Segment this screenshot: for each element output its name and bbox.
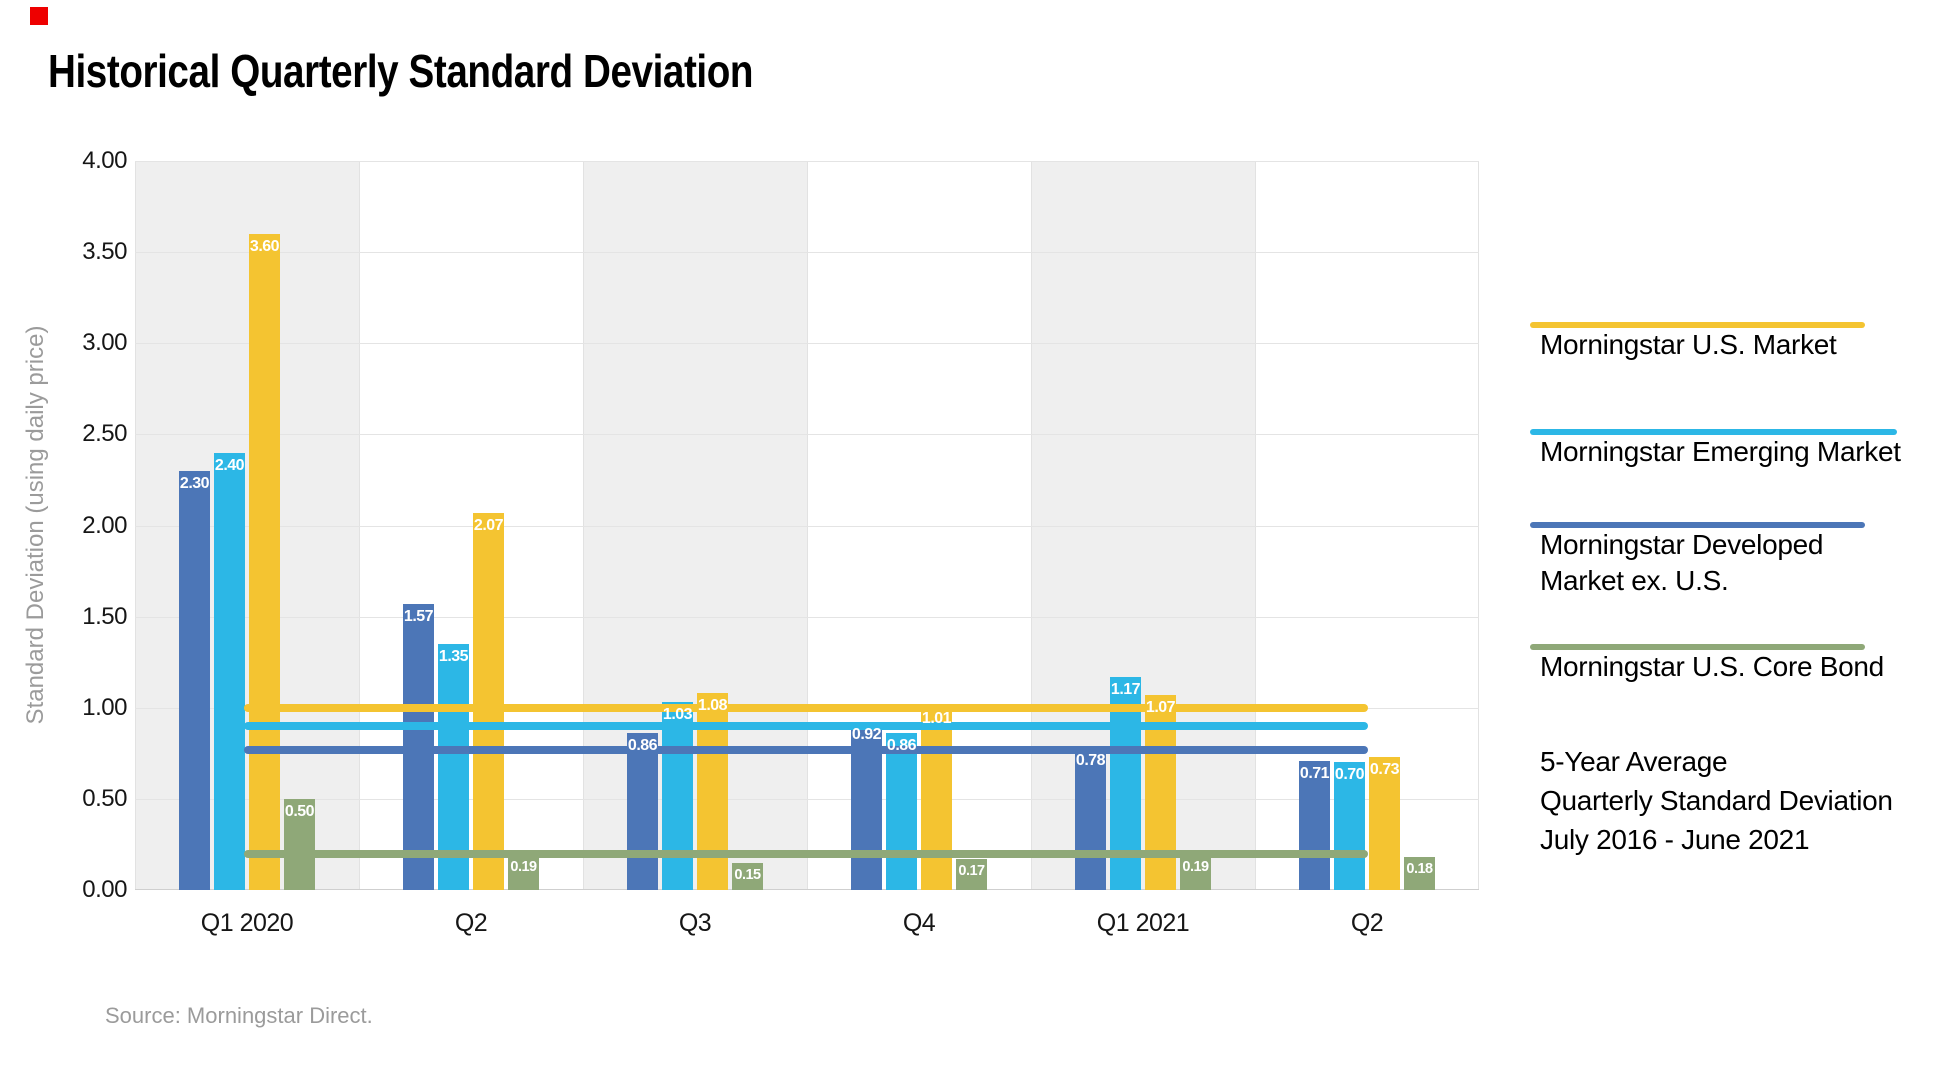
- gridline: [135, 616, 1479, 618]
- bar: [921, 705, 952, 890]
- y-tick-label: 1.00: [82, 693, 127, 721]
- y-tick-label: 1.50: [82, 602, 127, 630]
- gridline: [135, 161, 1479, 162]
- bar-value-label: 1.35: [438, 647, 469, 665]
- bar: [438, 643, 469, 890]
- bar: [1334, 762, 1365, 890]
- y-tick-label: 4.00: [82, 147, 127, 174]
- average-line: [244, 745, 1368, 754]
- legend-label-us-market: Morningstar U.S. Market: [1540, 329, 1837, 360]
- bar: [508, 855, 539, 890]
- bar: [1180, 855, 1211, 890]
- page-title: Historical Quarterly Standard Deviation: [48, 45, 754, 97]
- bar-value-label: 0.92: [851, 726, 882, 744]
- brand-mark: [30, 7, 48, 25]
- y-tick-label: 2.00: [82, 511, 127, 539]
- bar-value-label: 2.07: [473, 516, 504, 534]
- bar-value-label: 1.17: [1110, 680, 1141, 698]
- plot-area: 2.30 2.40 3.60 0.50 1.57 1.35 2.07 0.19 0.86 1.03…: [135, 161, 1479, 890]
- x-category-label: Q4: [902, 909, 936, 937]
- bar-value-label: 0.73: [1369, 760, 1400, 778]
- bar-value-label: 1.03: [662, 706, 693, 724]
- bar-value-label: 0.86: [627, 737, 658, 755]
- bar-value-label: 3.60: [249, 237, 280, 255]
- source-note: Source: Morningstar Direct.: [105, 1003, 373, 1028]
- legend-swatch-emerging-market: [1530, 429, 1897, 435]
- gridline: [135, 798, 1479, 800]
- x-category-label: Q2: [454, 909, 488, 937]
- bar: [1075, 747, 1106, 890]
- bar: [886, 733, 917, 890]
- average-line: [244, 703, 1368, 712]
- legend-label-developed-market: Morningstar Developed Market ex. U.S.: [1540, 529, 1824, 596]
- y-tick-label: 3.00: [82, 329, 127, 357]
- bar-value-label: 0.70: [1334, 766, 1365, 784]
- bar: [1369, 756, 1400, 890]
- legend-label-core-bond: Morningstar U.S. Core Bond: [1540, 651, 1884, 682]
- average-line: [244, 849, 1368, 858]
- bar-value-label: 0.19: [1182, 859, 1209, 876]
- bar-value-label: 0.78: [1075, 751, 1106, 769]
- bar: [732, 862, 763, 890]
- bar-value-label: 0.19: [510, 859, 537, 876]
- gridline: [135, 343, 1479, 345]
- x-category-label: Q1 2021: [1096, 909, 1190, 937]
- x-axis-line: [135, 889, 1479, 890]
- bar: [956, 859, 987, 890]
- bar: [179, 470, 210, 890]
- x-axis: Q1 2020 Q2 Q3 Q4 Q1 2021 Q2: [135, 906, 1479, 946]
- gridline: [135, 252, 1479, 254]
- bar: [284, 798, 315, 890]
- bar: [1404, 857, 1435, 890]
- bar-value-label: 1.07: [1145, 698, 1176, 716]
- bar-value-label: 0.86: [886, 737, 917, 755]
- bar: [1299, 760, 1330, 890]
- x-category-label: Q1 2020: [200, 909, 294, 937]
- bar-value-label: 0.17: [958, 863, 985, 880]
- bar-value-label: 0.18: [1406, 861, 1433, 878]
- average-line: [244, 721, 1368, 730]
- legend-label-emerging-market: Morningstar Emerging Market: [1540, 436, 1901, 467]
- gridline: [135, 525, 1479, 527]
- bar-value-label: 0.71: [1299, 764, 1330, 782]
- x-category-label: Q2: [1350, 909, 1384, 937]
- bar-value-label: 0.15: [734, 866, 761, 883]
- y-axis: 4.00 3.50 3.00 2.50 2.00 1.50 1.00 0.50 0.00: [0, 147, 127, 903]
- bar-value-label: 1.57: [403, 607, 434, 625]
- x-category-label: Q3: [678, 909, 712, 937]
- bar: [627, 733, 658, 890]
- legend-swatch-core-bond: [1530, 644, 1865, 650]
- gridline: [135, 434, 1479, 436]
- legend: Morningstar U.S. Market Morningstar Emer…: [1530, 0, 1940, 1072]
- bar-value-label: 2.40: [214, 456, 245, 474]
- y-tick-label: 3.50: [82, 238, 127, 266]
- bar-value-label: 0.50: [284, 802, 315, 820]
- y-tick-label: 0.50: [82, 784, 127, 812]
- bar-value-label: 2.30: [179, 474, 210, 492]
- legend-swatch-us-market: [1530, 322, 1865, 328]
- bar: [662, 702, 693, 890]
- bar: [473, 512, 504, 890]
- bar-value-label: 1.08: [697, 697, 728, 715]
- legend-swatch-developed-market: [1530, 522, 1865, 528]
- bar-value-label: 1.01: [921, 709, 952, 727]
- bar: [249, 233, 280, 890]
- y-tick-label: 0.00: [82, 876, 127, 903]
- y-tick-label: 2.50: [82, 420, 127, 448]
- bar: [214, 452, 245, 890]
- legend-average-note: 5-Year Average Quarterly Standard Deviat…: [1540, 746, 1893, 855]
